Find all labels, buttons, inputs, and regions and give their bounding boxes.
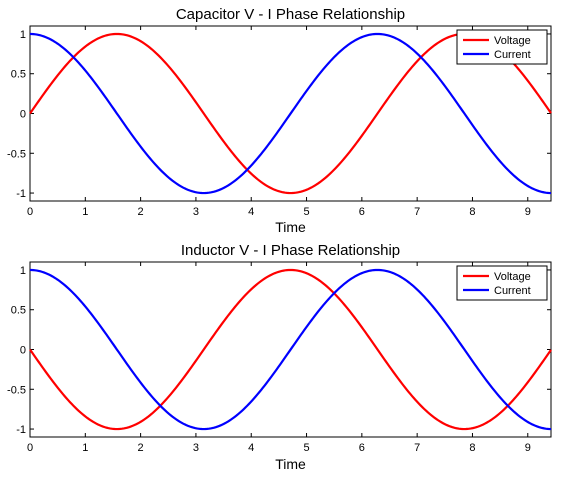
series-line-voltage: [29, 268, 552, 431]
legend-label-voltage: Voltage: [494, 271, 531, 283]
x-tick-label: 0: [27, 442, 33, 454]
legend: Voltage Current: [456, 265, 548, 301]
x-tick-label: 6: [359, 206, 365, 218]
chart-1: Capacitor V - I Phase Relationship 0 1 2 3 4 5…: [7, 6, 552, 235]
x-tick-label: 5: [303, 206, 309, 218]
x-tick-label: 2: [138, 206, 144, 218]
y-tick-label: 1: [20, 29, 26, 41]
series-line-current: [29, 268, 552, 431]
y-tick-label: -0.5: [7, 384, 26, 396]
x-tick-label: 9: [525, 206, 531, 218]
y-tick-label: -1: [16, 188, 26, 200]
x-tick-label: 1: [82, 206, 88, 218]
x-tick-label: 7: [414, 206, 420, 218]
legend-label-current: Current: [494, 49, 531, 61]
x-tick-label: 0: [27, 206, 33, 218]
y-tick-label: 0.5: [11, 69, 26, 81]
series-line-current: [29, 32, 552, 195]
x-tick-label: 5: [303, 442, 309, 454]
legend-label-current: Current: [494, 285, 531, 297]
x-axis-label: Time: [275, 456, 306, 472]
x-tick-label: 4: [248, 442, 254, 454]
y-tick-label: 0: [20, 345, 26, 357]
x-tick-label: 8: [469, 442, 475, 454]
chart-title: Inductor V - I Phase Relationship: [181, 242, 400, 259]
chart-title: Capacitor V - I Phase Relationship: [176, 6, 405, 23]
x-tick-label: 8: [469, 206, 475, 218]
x-tick-label: 6: [359, 442, 365, 454]
y-tick-label: 1: [20, 265, 26, 277]
x-tick-label: 4: [248, 206, 254, 218]
chart-2: Inductor V - I Phase Relationship 0 1 2 3 4 5 6…: [7, 242, 552, 472]
y-tick-label: -1: [16, 424, 26, 436]
x-tick-label: 2: [138, 442, 144, 454]
legend-label-voltage: Voltage: [494, 35, 531, 47]
legend-box: [456, 29, 548, 65]
x-tick-label: 3: [193, 206, 199, 218]
y-tick-label: -0.5: [7, 148, 26, 160]
legend-box: [456, 265, 548, 301]
x-tick-label: 9: [525, 442, 531, 454]
legend: Voltage Current: [456, 29, 548, 65]
x-tick-label: 1: [82, 442, 88, 454]
x-tick-label: 3: [193, 442, 199, 454]
x-tick-label: 7: [414, 442, 420, 454]
y-tick-label: 0.5: [11, 305, 26, 317]
x-axis-label: Time: [275, 219, 306, 235]
y-tick-label: 0: [20, 109, 26, 121]
